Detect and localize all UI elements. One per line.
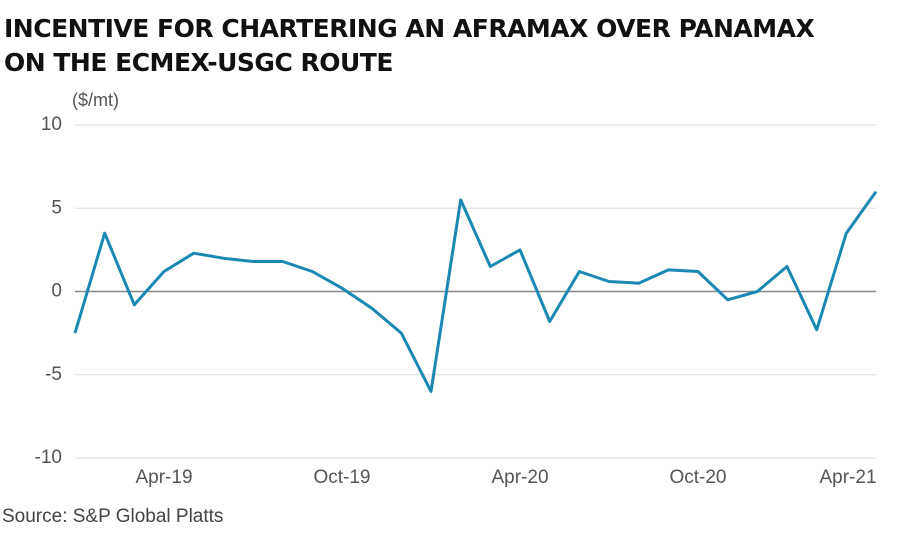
y-tick-label: 5: [51, 197, 62, 218]
x-tick-label: Apr-19: [135, 467, 192, 488]
y-tick-label: -5: [45, 364, 62, 385]
chart-title: ON THE ECMEX-USGC ROUTE: [4, 48, 393, 77]
x-tick-label: Apr-21: [819, 467, 876, 488]
x-tick-label: Oct-19: [313, 467, 370, 488]
y-tick-label: 0: [51, 281, 62, 302]
x-tick-label: Apr-20: [491, 467, 548, 488]
y-tick-label: 10: [41, 114, 62, 135]
data-line: [73, 190, 878, 393]
source: Source: S&P Global Platts: [2, 506, 223, 527]
chart-title: INCENTIVE FOR CHARTERING AN AFRAMAX OVER…: [4, 14, 814, 43]
y-axis-label: ($/mt): [72, 90, 119, 110]
x-tick-label: Oct-20: [669, 467, 726, 488]
y-tick-label: -10: [35, 447, 62, 468]
